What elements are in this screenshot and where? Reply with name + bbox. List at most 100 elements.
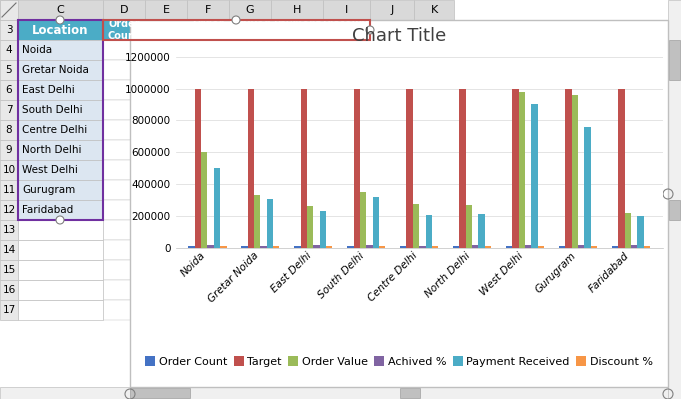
Bar xyxy=(145,200,187,220)
Bar xyxy=(300,89,307,247)
Bar xyxy=(145,60,187,80)
Bar xyxy=(466,205,472,247)
Text: North Delhi: North Delhi xyxy=(22,145,82,155)
Bar xyxy=(271,100,323,120)
Circle shape xyxy=(232,16,240,24)
Text: 5: 5 xyxy=(5,65,12,75)
Bar xyxy=(201,152,208,247)
Text: 17: 17 xyxy=(2,305,16,315)
Bar xyxy=(525,245,531,247)
Bar xyxy=(271,20,323,40)
Bar xyxy=(214,168,220,247)
Bar xyxy=(370,120,414,140)
Bar xyxy=(187,300,229,320)
Bar xyxy=(323,300,370,320)
Bar xyxy=(271,80,323,100)
Bar xyxy=(0,260,18,280)
Bar xyxy=(0,120,18,140)
Bar xyxy=(187,180,229,200)
Bar xyxy=(370,100,414,120)
Bar xyxy=(145,300,187,320)
Bar xyxy=(229,60,271,80)
Bar xyxy=(0,280,18,300)
Bar xyxy=(229,260,271,280)
Bar xyxy=(145,180,187,200)
Bar xyxy=(669,40,680,80)
Bar xyxy=(187,20,229,40)
Bar xyxy=(414,240,454,260)
Bar xyxy=(254,195,260,247)
Text: Chart Title: Chart Title xyxy=(352,28,446,45)
Bar xyxy=(565,89,571,247)
Bar xyxy=(18,120,103,140)
Text: Faridabad: Faridabad xyxy=(22,205,74,215)
Bar xyxy=(103,140,145,160)
Bar xyxy=(18,160,103,180)
Bar xyxy=(323,40,370,60)
Bar xyxy=(323,200,370,220)
Bar xyxy=(313,245,319,247)
Bar xyxy=(271,280,323,300)
Text: Payment
Received: Payment Received xyxy=(272,19,322,41)
Bar xyxy=(0,100,18,120)
Bar xyxy=(229,220,271,240)
Bar xyxy=(260,246,267,247)
Bar xyxy=(195,89,201,247)
Bar xyxy=(414,280,454,300)
Bar xyxy=(145,220,187,240)
Text: K: K xyxy=(430,5,438,15)
Bar xyxy=(370,80,414,100)
Bar xyxy=(145,260,187,280)
Bar xyxy=(187,240,229,260)
Bar xyxy=(271,300,323,320)
Text: Target: Target xyxy=(148,25,184,35)
Bar xyxy=(370,180,414,200)
Bar xyxy=(624,213,631,247)
Bar xyxy=(189,246,195,247)
Bar xyxy=(531,104,538,247)
Bar xyxy=(145,140,187,160)
Bar xyxy=(229,100,271,120)
Bar xyxy=(271,260,323,280)
Text: Centre Delhi: Centre Delhi xyxy=(22,125,87,135)
Bar xyxy=(145,0,187,20)
Bar xyxy=(414,220,454,240)
Bar xyxy=(18,20,103,220)
Bar xyxy=(103,20,145,40)
Bar xyxy=(18,200,103,220)
Bar xyxy=(323,260,370,280)
Text: Discount
%: Discount % xyxy=(322,19,370,41)
Bar xyxy=(18,20,103,40)
Bar xyxy=(400,246,407,247)
Bar xyxy=(18,280,103,300)
Bar xyxy=(18,240,103,260)
Bar xyxy=(413,204,419,247)
Bar xyxy=(323,240,370,260)
Text: East Delhi: East Delhi xyxy=(22,85,75,95)
Bar xyxy=(479,214,485,247)
Text: F: F xyxy=(205,5,211,15)
Bar xyxy=(559,246,565,247)
Bar xyxy=(0,300,18,320)
Bar xyxy=(472,245,479,247)
Bar xyxy=(18,140,103,160)
Text: Achived
%: Achived % xyxy=(228,19,272,41)
Bar xyxy=(18,40,103,60)
Bar xyxy=(618,89,624,247)
Bar xyxy=(506,246,512,247)
Bar xyxy=(370,280,414,300)
Bar xyxy=(538,246,544,247)
Text: Gretar Noida: Gretar Noida xyxy=(22,65,89,75)
Bar xyxy=(370,160,414,180)
Text: 10: 10 xyxy=(3,165,16,175)
Bar xyxy=(103,20,370,40)
Bar xyxy=(407,89,413,247)
Bar xyxy=(103,0,145,20)
Text: Noida: Noida xyxy=(22,45,52,55)
Text: G: G xyxy=(246,5,254,15)
Bar xyxy=(271,220,323,240)
Bar xyxy=(18,60,103,80)
Text: J: J xyxy=(390,5,394,15)
Bar xyxy=(18,100,103,120)
Bar xyxy=(229,280,271,300)
